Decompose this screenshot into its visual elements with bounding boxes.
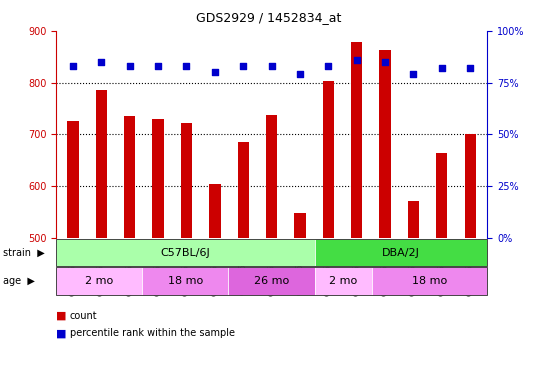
- Point: [267, 63, 276, 69]
- Bar: [67, 121, 79, 238]
- Bar: [181, 123, 192, 238]
- Bar: [237, 142, 249, 238]
- Point: [68, 63, 77, 69]
- Text: 26 mo: 26 mo: [254, 276, 289, 286]
- Point: [352, 57, 361, 63]
- Point: [466, 65, 475, 71]
- Point: [409, 71, 418, 77]
- Bar: [266, 115, 277, 238]
- Bar: [436, 152, 447, 238]
- Text: count: count: [70, 311, 97, 321]
- Point: [296, 71, 305, 77]
- Text: ■: ■: [56, 328, 70, 338]
- Point: [324, 63, 333, 69]
- Point: [97, 59, 106, 65]
- Point: [125, 63, 134, 69]
- Point: [182, 63, 191, 69]
- Bar: [295, 213, 306, 238]
- Bar: [323, 81, 334, 238]
- Text: percentile rank within the sample: percentile rank within the sample: [70, 328, 235, 338]
- Text: 2 mo: 2 mo: [85, 276, 113, 286]
- Point: [239, 63, 248, 69]
- Text: DBA/2J: DBA/2J: [382, 248, 420, 258]
- Text: age  ▶: age ▶: [3, 276, 35, 286]
- Text: 18 mo: 18 mo: [412, 276, 447, 286]
- Bar: [464, 134, 476, 238]
- Point: [437, 65, 446, 71]
- Text: 2 mo: 2 mo: [329, 276, 358, 286]
- Point: [381, 59, 390, 65]
- Bar: [124, 116, 136, 238]
- Bar: [351, 42, 362, 238]
- Bar: [209, 184, 221, 238]
- Text: ■: ■: [56, 311, 70, 321]
- Bar: [96, 90, 107, 238]
- Text: strain  ▶: strain ▶: [3, 248, 45, 258]
- Bar: [379, 50, 391, 238]
- Text: GDS2929 / 1452834_at: GDS2929 / 1452834_at: [196, 12, 342, 25]
- Point: [211, 69, 220, 75]
- Text: C57BL/6J: C57BL/6J: [161, 248, 210, 258]
- Text: 18 mo: 18 mo: [168, 276, 203, 286]
- Bar: [152, 119, 164, 238]
- Bar: [408, 201, 419, 238]
- Point: [153, 63, 162, 69]
